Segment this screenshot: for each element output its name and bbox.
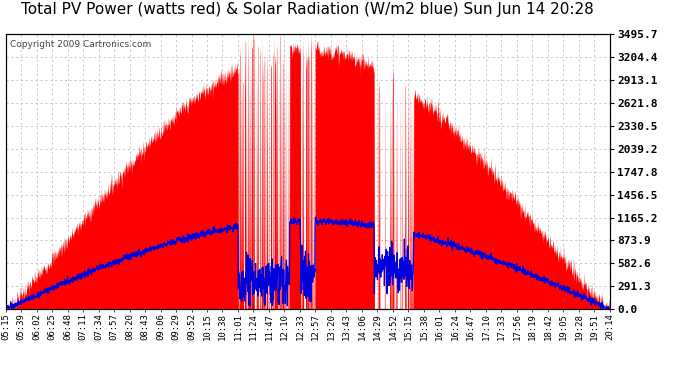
Text: Copyright 2009 Cartronics.com: Copyright 2009 Cartronics.com <box>10 40 151 49</box>
Text: Total PV Power (watts red) & Solar Radiation (W/m2 blue) Sun Jun 14 20:28: Total PV Power (watts red) & Solar Radia… <box>21 2 593 17</box>
